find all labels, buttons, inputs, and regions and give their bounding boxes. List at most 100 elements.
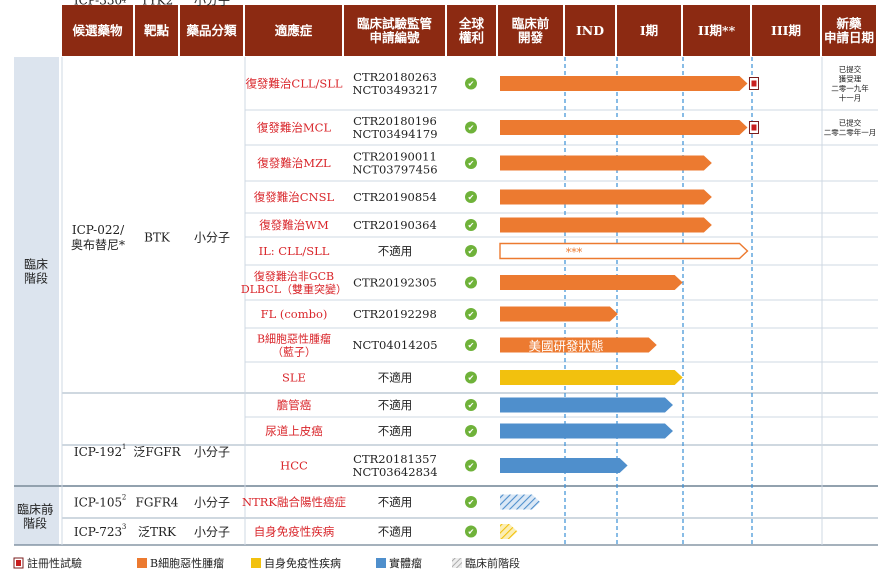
- target-3: 泛TRK: [138, 525, 177, 539]
- trial-ids-9: 不適用: [378, 371, 413, 385]
- check-mark-5: ✔: [468, 247, 475, 256]
- check-icon-6: [465, 276, 477, 289]
- progress-bar-4: [500, 217, 712, 233]
- category-3: 小分子: [194, 525, 230, 539]
- header-cell-11: [822, 5, 876, 56]
- header-label-1: 靶點: [144, 23, 170, 38]
- header-cell-0: [62, 5, 133, 56]
- legend-label-2: 自身免疫性疾病: [264, 556, 341, 570]
- drug-sup-4: 4: [122, 0, 127, 5]
- check-icon-8: [465, 339, 477, 351]
- drug-sup-2: 2: [122, 494, 126, 502]
- check-icon-13: [465, 496, 477, 508]
- indication-1: 復發難治MCL: [257, 121, 332, 135]
- target-4: TYK2: [141, 0, 174, 7]
- legend-label-0: 註冊性試驗: [27, 556, 82, 570]
- header-cell-3: [245, 5, 342, 56]
- nda-date-0: 已提交獲受理二零一九年十一月: [831, 64, 869, 103]
- check-mark-0: ✔: [468, 79, 475, 88]
- progress-bar-13: [500, 494, 541, 510]
- header-label-3: 適應症: [275, 23, 313, 38]
- target-0: BTK: [144, 230, 171, 244]
- progress-bar-10: [500, 397, 673, 413]
- trial-ids-3: CTR20190854: [353, 190, 437, 204]
- indication-6: 復發難治非GCB DLBCL（雙重突變）: [241, 269, 347, 296]
- trial-ids-12: CTR20181357 NCT03642834: [352, 452, 437, 479]
- progress-bar-0: [500, 76, 748, 91]
- check-mark-12: ✔: [468, 461, 475, 470]
- category-2: 小分子: [194, 495, 230, 509]
- trial-ids-13: 不適用: [378, 495, 413, 509]
- legend-swatch-orange: [137, 558, 147, 568]
- check-mark-11: ✔: [468, 427, 475, 436]
- check-icon-14: [465, 525, 477, 538]
- drug-sup-1: 1: [122, 443, 126, 451]
- header-label-8: I期: [640, 23, 658, 38]
- check-icon-4: [465, 219, 477, 231]
- header-label-4: 臨床試驗監管申請編號: [357, 16, 432, 45]
- nda-date-1: 已提交二零二零年一月: [824, 117, 877, 137]
- progress-bar-6: [500, 275, 683, 290]
- legend-label-3: 實體瘤: [389, 556, 422, 570]
- header-label-0: 候選藥物: [72, 23, 123, 38]
- trial-ids-8: NCT04014205: [352, 338, 437, 352]
- target-1: 泛FGFR: [133, 445, 181, 459]
- legend-swatch-blue: [376, 558, 386, 568]
- progress-bar-3: [500, 189, 712, 205]
- header-label-2: 藥品分類: [185, 23, 237, 38]
- registration-marker-inner-0: [751, 80, 757, 87]
- progress-bar-12: [500, 458, 628, 473]
- check-mark-13: ✔: [468, 498, 475, 507]
- progress-bar-5: [499, 242, 749, 260]
- category-0: 小分子: [194, 230, 230, 244]
- check-mark-14: ✔: [468, 527, 475, 536]
- legend-label-1: B細胞惡性腫瘤: [150, 556, 224, 570]
- indication-2: 復發難治MZL: [257, 156, 331, 170]
- indication-3: 復發難治CNSL: [254, 190, 335, 204]
- trial-ids-0: CTR20180263 NCT03493217: [352, 70, 437, 97]
- indication-8: B細胞惡性腫瘤（藍子）: [257, 331, 331, 358]
- indication-12: HCC: [280, 459, 308, 473]
- header-cell-10: [752, 5, 820, 56]
- category-1: 小分子: [194, 445, 230, 459]
- category-4: 小分子: [194, 0, 230, 7]
- check-mark-10: ✔: [468, 401, 475, 410]
- trial-ids-10: 不適用: [378, 398, 413, 412]
- check-icon-7: [465, 308, 477, 320]
- progress-bar-9: [500, 370, 683, 385]
- indication-4: 復發難治WM: [259, 218, 329, 232]
- indication-5: IL: CLL/SLL: [259, 244, 330, 258]
- stage-preclinical-sup: 5: [49, 507, 53, 515]
- header-label-10: III期: [771, 23, 801, 38]
- check-mark-2: ✔: [468, 159, 475, 168]
- legend-registration-icon-inner: [16, 560, 21, 566]
- check-mark-3: ✔: [468, 193, 475, 202]
- target-2: FGFR4: [136, 495, 179, 509]
- trial-ids-6: CTR20192305: [353, 276, 437, 290]
- drug-name-2: ICP-105: [74, 495, 122, 509]
- indication-11: 尿道上皮癌: [265, 424, 323, 438]
- trial-ids-7: CTR20192298: [353, 307, 437, 321]
- legend-swatch-yellow: [251, 558, 261, 568]
- check-icon-2: [465, 157, 477, 169]
- header-cell-7: [565, 5, 615, 56]
- stage-clinical-label: 臨床階段: [24, 257, 48, 285]
- legend-hatch-icon: [452, 558, 462, 568]
- header-cell-9: [683, 5, 750, 56]
- check-icon-9: [465, 371, 477, 384]
- drug-name-1: ICP-192: [74, 445, 122, 459]
- progress-bar-7: [500, 306, 618, 322]
- stage-preclinical-label: 臨床前階段: [17, 501, 53, 530]
- indication-14: 自身免疫性疾病: [254, 525, 335, 539]
- trial-ids-4: CTR20190364: [353, 218, 437, 232]
- check-icon-5: [465, 245, 477, 257]
- registration-marker-inner-1: [751, 124, 757, 131]
- stage-preclinical-bg: [14, 487, 59, 545]
- check-mark-4: ✔: [468, 221, 475, 230]
- header-label-7: IND: [576, 23, 604, 38]
- header-label-6: 臨床前開發: [512, 16, 550, 45]
- check-mark-7: ✔: [468, 310, 475, 319]
- drug-name-3: ICP-723: [74, 525, 122, 539]
